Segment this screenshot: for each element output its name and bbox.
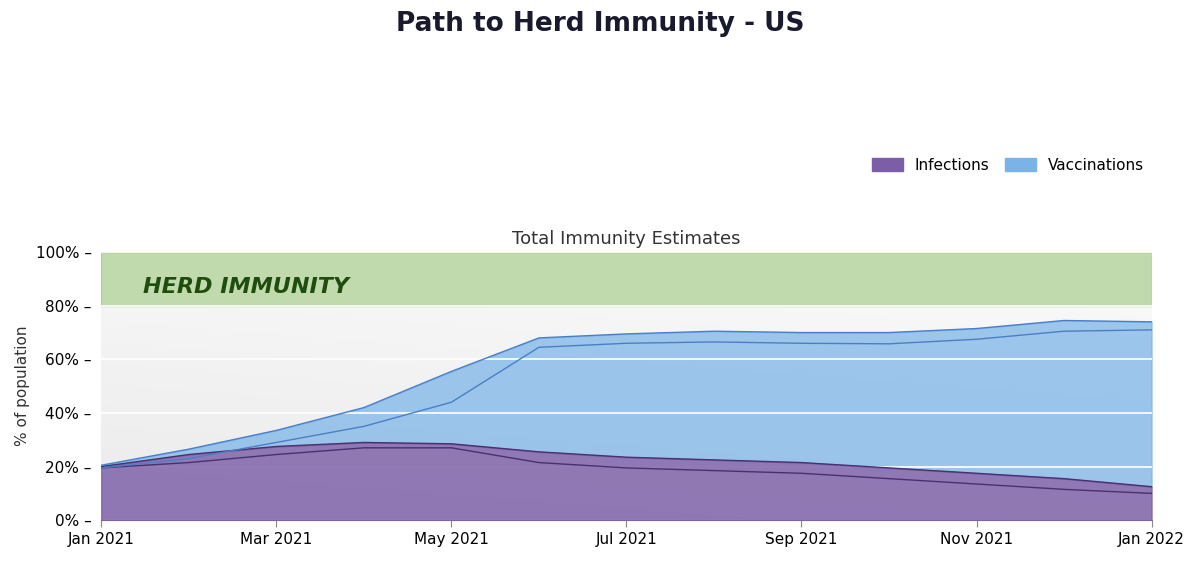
Text: Path to Herd Immunity - US: Path to Herd Immunity - US (396, 11, 804, 37)
Text: HERD IMMUNITY: HERD IMMUNITY (143, 277, 349, 297)
Bar (101, 252, 1152, 306)
Legend: Infections, Vaccinations: Infections, Vaccinations (872, 158, 1144, 173)
Y-axis label: % of population: % of population (14, 326, 30, 446)
Title: Total Immunity Estimates: Total Immunity Estimates (512, 230, 740, 248)
